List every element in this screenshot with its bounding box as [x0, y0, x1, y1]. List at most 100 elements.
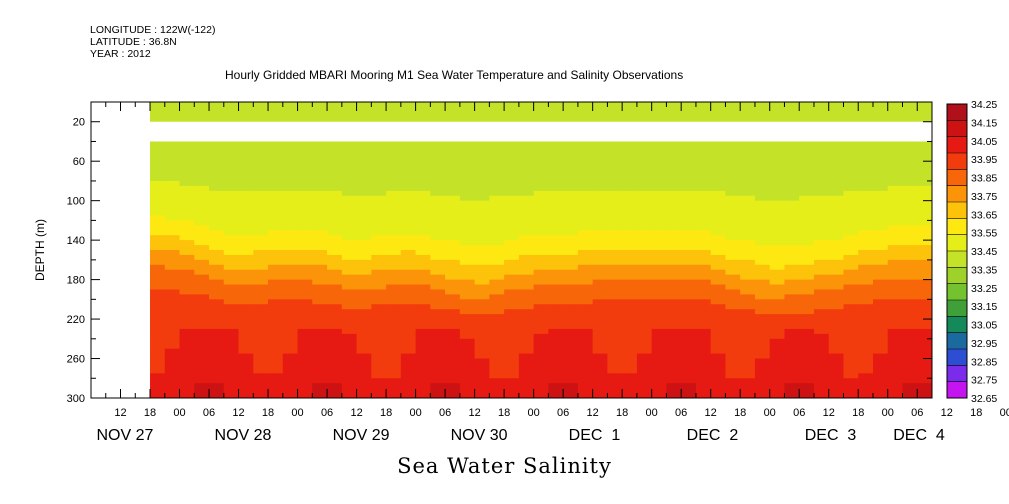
field-cell — [238, 141, 254, 147]
field-cell — [592, 388, 608, 394]
field-cell — [282, 161, 299, 167]
field-cell — [858, 250, 874, 256]
field-cell — [371, 358, 387, 365]
field-cell — [577, 314, 594, 320]
field-cell — [607, 388, 623, 394]
field-cell — [518, 289, 535, 295]
field-cell — [651, 259, 668, 266]
field-cell — [799, 141, 815, 147]
field-cell — [253, 333, 269, 340]
field-cell — [636, 225, 653, 231]
field-cell — [769, 235, 786, 241]
field-cell — [386, 111, 402, 118]
colorbar-label: 33.55 — [971, 228, 997, 240]
field-cell — [607, 195, 623, 202]
field-cell — [651, 141, 668, 147]
field-cell — [371, 279, 387, 286]
field-cell — [312, 230, 328, 236]
field-cell — [400, 245, 417, 251]
field-cell — [400, 343, 417, 350]
field-cell — [268, 358, 284, 365]
field-cell — [297, 338, 313, 345]
field-cell — [681, 324, 697, 330]
field-cell — [622, 368, 638, 374]
field-cell — [872, 314, 889, 320]
field-cell — [489, 106, 505, 113]
field-cell — [592, 200, 608, 207]
field-cell — [710, 324, 727, 330]
field-cell — [710, 363, 727, 369]
field-cell — [504, 358, 520, 365]
field-cell — [681, 102, 697, 108]
field-cell — [695, 338, 712, 345]
field-cell — [902, 309, 918, 315]
field-cell — [518, 254, 535, 261]
field-cell — [371, 373, 387, 379]
field-cell — [872, 235, 889, 241]
field-cell — [828, 111, 845, 118]
field-cell — [150, 279, 166, 286]
field-cell — [887, 299, 904, 305]
field-cell — [371, 383, 387, 389]
field-cell — [194, 225, 210, 231]
field-cell — [710, 338, 727, 345]
field-cell — [400, 373, 417, 379]
field-cell — [872, 245, 889, 251]
field-cell — [489, 279, 505, 286]
field-cell — [356, 151, 372, 157]
field-cell — [533, 151, 549, 157]
field-cell — [164, 254, 181, 261]
field-cell — [209, 284, 225, 291]
field-cell — [651, 161, 668, 167]
field-cell — [504, 299, 520, 305]
field-cell — [459, 180, 476, 187]
field-cell — [799, 289, 815, 295]
field-cell — [297, 146, 313, 152]
colorbar-label: 34.15 — [971, 117, 997, 129]
field-cell — [341, 264, 358, 271]
field-cell — [858, 309, 874, 315]
field-cell — [577, 393, 594, 398]
field-cell — [902, 304, 918, 310]
field-cell — [740, 328, 756, 335]
field-cell — [430, 230, 446, 236]
field-cell — [312, 250, 328, 256]
field-cell — [489, 309, 505, 315]
field-cell — [651, 225, 668, 231]
field-cell — [312, 274, 328, 281]
field-cell — [504, 111, 520, 118]
field-cell — [297, 220, 313, 226]
field-cell — [223, 338, 240, 345]
field-cell — [917, 106, 932, 113]
field-cell — [548, 230, 564, 236]
field-cell — [754, 254, 771, 261]
field-cell — [253, 254, 269, 261]
field-cell — [917, 205, 932, 212]
field-cell — [253, 225, 269, 231]
field-cell — [651, 343, 668, 350]
field-cell — [592, 259, 608, 266]
field-cell — [489, 264, 505, 271]
field-cell — [341, 299, 358, 305]
field-cell — [754, 215, 771, 221]
field-cell — [209, 185, 225, 192]
x-date-label: DEC 3 — [805, 427, 857, 444]
field-cell — [592, 102, 608, 108]
field-cell — [164, 309, 181, 315]
field-cell — [194, 166, 210, 172]
field-cell — [858, 161, 874, 167]
field-cell — [784, 348, 800, 355]
field-cell — [622, 309, 638, 315]
field-cell — [784, 245, 800, 251]
field-cell — [164, 289, 181, 295]
field-cell — [754, 363, 771, 369]
field-cell — [223, 274, 240, 281]
field-cell — [356, 250, 372, 256]
x-hour-label: 18 — [262, 407, 274, 419]
field-cell — [327, 304, 343, 310]
field-cell — [740, 363, 756, 369]
field-cell — [312, 284, 328, 291]
field-cell — [209, 111, 225, 118]
field-cell — [312, 235, 328, 241]
